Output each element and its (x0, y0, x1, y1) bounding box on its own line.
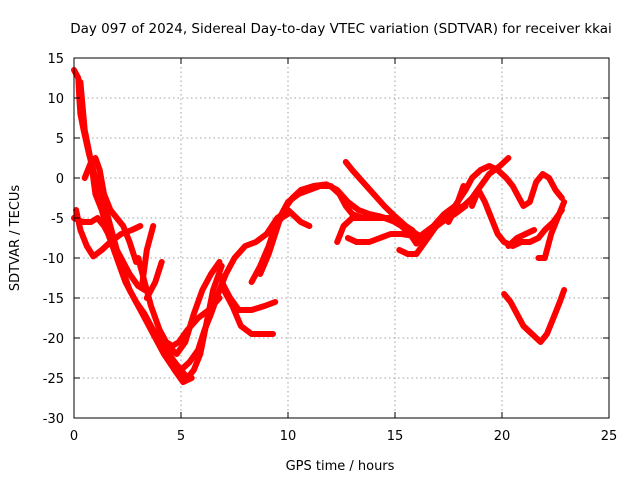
series-group (71, 67, 568, 385)
x-tick-label: 20 (494, 429, 511, 444)
y-tick-label: -10 (43, 252, 64, 267)
y-tick-label: -30 (43, 412, 64, 427)
x-tick-label: 5 (177, 429, 185, 444)
x-tick-label: 10 (280, 429, 297, 444)
series-line-track-1 (71, 67, 195, 385)
series-line-track-24 (535, 199, 568, 261)
plot-frame (73, 57, 610, 419)
chart-title: Day 097 of 2024, Sidereal Day-to-day VTE… (70, 21, 612, 37)
y-tick-label: -15 (43, 292, 64, 307)
y-axis-label: SDTVAR / TECUs (8, 185, 23, 292)
series-line-track-8 (135, 255, 223, 357)
y-tick-label: -5 (51, 212, 64, 227)
series-line-track-11 (216, 271, 279, 313)
y-tick-label: 0 (56, 172, 64, 187)
y-tick-label: 5 (56, 132, 64, 147)
x-axis-label: GPS time / hours (286, 459, 395, 474)
series-line-track-18 (334, 215, 409, 245)
x-tick-label: 25 (601, 429, 618, 444)
series-line-track-5 (81, 155, 140, 265)
y-tick-label: 10 (47, 92, 64, 107)
series-line-track-4 (71, 215, 148, 293)
series-line-track-12 (220, 287, 276, 337)
series-line-track-9 (156, 295, 223, 349)
series-line-track-25 (501, 287, 568, 345)
series-line-track-23 (505, 227, 538, 249)
axis-ticks: 0 5 10 15 20 25 15 10 5 0 -5 -10 -15 -20 -25 -30 (43, 52, 618, 444)
series-line-track-2 (77, 79, 225, 381)
x-tick-label: 0 (70, 429, 78, 444)
y-tick-label: 15 (47, 52, 64, 67)
x-tick-label: 15 (387, 429, 404, 444)
y-tick-label: -25 (43, 372, 64, 387)
series-line-track-17 (344, 203, 469, 245)
y-tick-label: -20 (43, 332, 64, 347)
series-line-track-21 (445, 183, 467, 225)
grid (74, 58, 609, 418)
series-line-track-16 (342, 159, 428, 241)
